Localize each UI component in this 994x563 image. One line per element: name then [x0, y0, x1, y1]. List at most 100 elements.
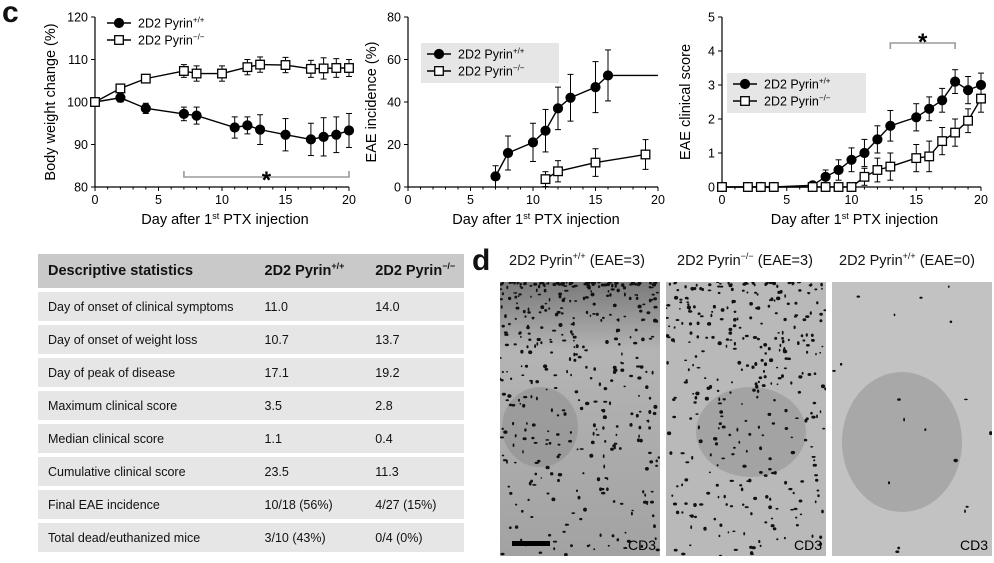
stained-cell: [744, 419, 748, 422]
stained-cell: [924, 428, 927, 431]
stained-cell: [599, 533, 602, 537]
stained-cell: [681, 321, 684, 325]
series-ko: [90, 56, 354, 107]
stained-cell: [787, 357, 791, 361]
stained-cell: [514, 434, 517, 438]
stained-cell: [756, 389, 760, 393]
stained-cell: [757, 380, 760, 384]
stained-cell: [609, 293, 612, 297]
stained-cell: [821, 509, 824, 514]
stained-cell: [570, 544, 573, 548]
stained-cell: [733, 548, 738, 551]
stained-cell: [773, 299, 776, 302]
stained-cell: [768, 505, 772, 510]
data-point: [178, 108, 189, 120]
row-label: Cumulative clinical score: [38, 457, 255, 486]
stained-cell: [548, 533, 552, 537]
row-wt-value: 3.5: [254, 391, 366, 420]
stained-cell: [732, 324, 737, 328]
data-point: [820, 171, 831, 182]
stained-cell: [765, 495, 769, 499]
stained-cell: [713, 437, 718, 441]
stained-cell: [610, 379, 614, 382]
stained-cell: [666, 316, 669, 319]
stained-cell: [537, 459, 541, 463]
stained-cell: [613, 446, 616, 450]
data-point: [885, 120, 896, 131]
stained-cell: [772, 282, 777, 286]
stained-cell: [642, 490, 645, 494]
row-wt-value: 3/10 (43%): [254, 523, 366, 552]
stained-cell: [502, 459, 508, 462]
tissue-texture-3: [832, 282, 992, 556]
stained-cell: [518, 398, 520, 402]
stained-cell: [514, 525, 519, 529]
stained-cell: [651, 514, 655, 518]
stained-cell: [631, 509, 634, 512]
x-tick-label: 10: [526, 193, 540, 207]
stained-cell: [513, 461, 517, 464]
stained-cell: [616, 288, 620, 293]
stained-cell: [553, 547, 556, 551]
stained-cell: [579, 406, 584, 411]
stained-cell: [504, 333, 509, 336]
data-point: [924, 103, 935, 114]
stained-cell: [672, 415, 677, 419]
stained-cell: [520, 349, 524, 354]
stained-cell: [655, 459, 658, 463]
stained-cell: [792, 491, 795, 495]
row-wt-value: 11.0: [254, 292, 366, 321]
stained-cell: [681, 552, 686, 556]
row-wt-value: 1.1: [254, 424, 366, 453]
y-tick-label: 4: [708, 45, 715, 59]
y-tick-label: 2: [708, 113, 715, 127]
stained-cell: [814, 474, 818, 477]
stained-cell: [670, 338, 675, 342]
stained-cell: [919, 296, 923, 299]
stained-cell: [711, 335, 715, 339]
stained-cell: [750, 512, 753, 516]
stained-cell: [810, 411, 813, 415]
stained-cell: [733, 317, 737, 322]
stained-cell: [516, 302, 518, 305]
stained-cell: [508, 526, 512, 529]
stained-cell: [674, 282, 678, 284]
stained-cell: [637, 282, 640, 287]
row-ko-value: 4/27 (15%): [365, 490, 464, 519]
stained-cell: [579, 448, 584, 450]
stained-cell: [730, 287, 734, 292]
stained-cell: [574, 300, 578, 302]
y-tick-label: 0: [708, 181, 715, 195]
stained-cell: [897, 398, 901, 401]
stained-cell: [694, 396, 698, 400]
stained-cell: [742, 282, 747, 286]
stained-cell: [820, 282, 823, 287]
stained-cell: [560, 282, 565, 286]
stained-cell: [783, 317, 787, 322]
stained-cell: [635, 413, 639, 418]
stained-cell: [507, 394, 512, 398]
stained-cell: [717, 427, 720, 430]
stained-cell: [749, 545, 753, 549]
stained-cell: [819, 351, 822, 354]
stained-cell: [639, 365, 644, 369]
stained-cell: [709, 453, 712, 457]
row-label: Day of onset of weight loss: [38, 325, 255, 354]
stained-cell: [770, 517, 774, 520]
legend-marker: [739, 78, 751, 90]
stained-cell: [596, 477, 601, 482]
stained-cell: [602, 316, 605, 320]
x-tick-label: 15: [909, 193, 923, 207]
stained-cell: [752, 388, 756, 392]
panel-d-label: d: [472, 244, 491, 277]
stained-cell: [573, 358, 577, 362]
stained-cell: [786, 302, 790, 306]
stained-cell: [653, 404, 658, 409]
stained-cell: [752, 336, 758, 339]
stained-cell: [513, 292, 518, 294]
stained-cell: [798, 375, 803, 379]
stained-cell: [603, 464, 606, 469]
stained-cell: [731, 299, 734, 304]
stained-cell: [651, 335, 655, 338]
stained-cell: [520, 335, 522, 338]
